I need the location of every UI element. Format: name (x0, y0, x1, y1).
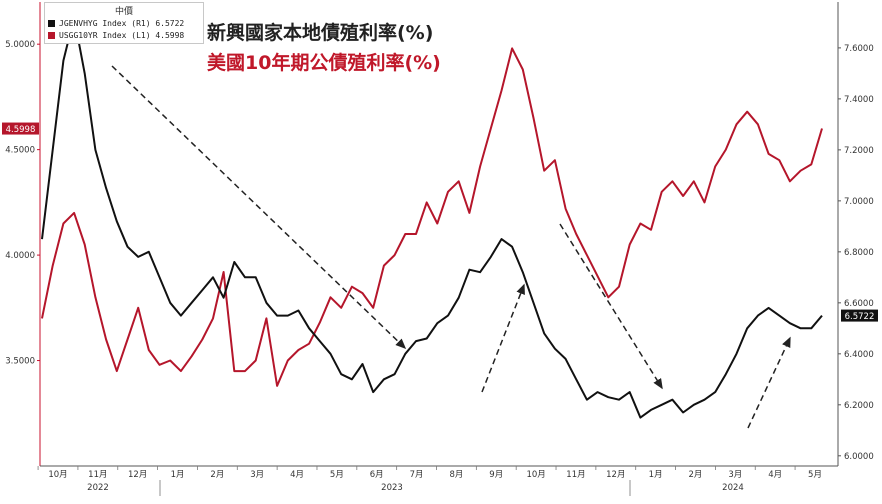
badge-right-value: 6.5722 (845, 312, 875, 322)
x-tick-label: 4月 (290, 470, 304, 480)
legend-label-red: USGG10YR Index (L1) 4.5998 (59, 30, 185, 40)
series-line-em-local (41, 16, 823, 419)
trend-arrow (111, 65, 407, 350)
x-tick-label: 11月 (566, 470, 585, 480)
right-tick-label: 6.6000 (844, 299, 874, 309)
left-tick-label: 3.5000 (5, 357, 35, 367)
right-tick-label: 6.2000 (844, 401, 874, 411)
legend-swatch-black (48, 19, 55, 27)
x-tick-label: 10月 (48, 470, 67, 480)
trend-arrow (747, 336, 791, 429)
right-tick-label: 7.4000 (844, 95, 874, 105)
x-tick-label: 1月 (649, 470, 663, 480)
series-line-us10y (41, 47, 823, 387)
x-year-label: 2024 (722, 483, 744, 493)
x-tick-label: 2月 (689, 470, 703, 480)
right-tick-label: 6.4000 (844, 350, 874, 360)
x-year-label: 2023 (381, 483, 403, 493)
badge-right-bg (841, 309, 878, 322)
right-tick-label: 6.0000 (844, 452, 874, 462)
right-tick-label: 6.8000 (844, 248, 874, 258)
trend-arrow (559, 223, 663, 390)
x-tick-label: 10月 (526, 470, 545, 480)
x-tick-label: 8月 (449, 470, 463, 480)
legend-label-black: JGENVHYG Index (R1) 6.5722 (59, 18, 185, 28)
chart-title-em-yield: 新興國家本地債殖利率(%) (207, 22, 434, 44)
chart-title-us-yield: 美國10年期公債殖利率(%) (207, 52, 441, 74)
legend-header: 中價 (114, 7, 133, 17)
badge-left-value: 4.5998 (6, 125, 36, 135)
trend-arrow (481, 283, 525, 393)
right-tick-label: 7.6000 (844, 44, 874, 54)
x-tick-label: 5月 (330, 470, 344, 480)
x-tick-label: 3月 (728, 470, 742, 480)
left-tick-label: 4.0000 (5, 251, 35, 261)
x-tick-label: 12月 (606, 470, 625, 480)
x-tick-label: 9月 (489, 470, 503, 480)
legend-item-black: JGENVHYG Index (R1) 6.5722 (45, 17, 203, 29)
right-tick-label: 7.0000 (844, 197, 874, 207)
x-tick-label: 5月 (808, 470, 822, 480)
legend: 中價 JGENVHYG Index (R1) 6.5722 USGG10YR I… (44, 2, 204, 44)
x-tick-label: 12月 (128, 470, 147, 480)
x-tick-label: 11月 (88, 470, 107, 480)
left-tick-label: 4.5000 (5, 146, 35, 156)
x-tick-label: 3月 (250, 470, 264, 480)
left-tick-label: 5.0000 (5, 40, 35, 50)
legend-item-red: USGG10YR Index (L1) 4.5998 (45, 29, 203, 41)
x-tick-label: 6月 (370, 470, 384, 480)
x-tick-label: 2月 (210, 470, 224, 480)
right-tick-label: 7.2000 (844, 146, 874, 156)
legend-swatch-red (48, 31, 55, 39)
x-tick-label: 7月 (410, 470, 424, 480)
x-tick-label: 4月 (768, 470, 782, 480)
badge-left-bg (2, 122, 39, 135)
x-year-label: 2022 (87, 483, 109, 493)
x-tick-label: 1月 (171, 470, 185, 480)
